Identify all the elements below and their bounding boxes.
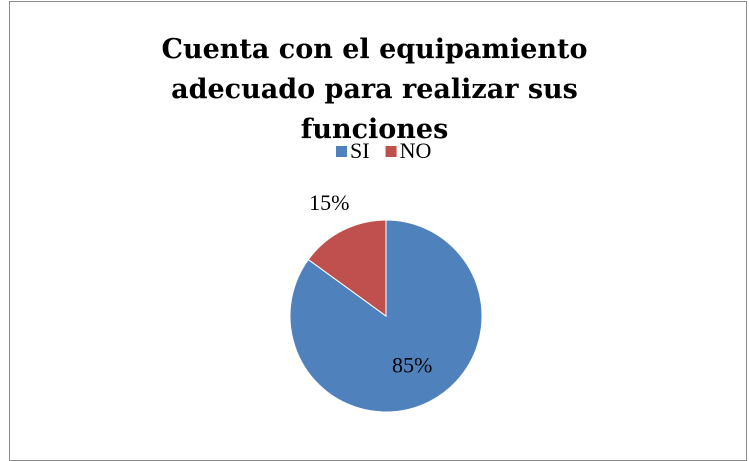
legend-label: NO — [400, 138, 432, 163]
legend-label: SI — [350, 138, 370, 163]
chart-title: Cuenta con el equipamiento adecuado para… — [161, 34, 588, 145]
data-label: 85% — [392, 352, 432, 377]
legend-swatch — [385, 146, 397, 157]
data-label: 15% — [309, 190, 349, 215]
legend-swatch — [336, 146, 347, 157]
chart: SI NO 85% 15% — [289, 138, 483, 413]
pie-slice — [307, 219, 387, 317]
title-box: Cuenta con el equipamiento adecuado para… — [0, 30, 749, 150]
